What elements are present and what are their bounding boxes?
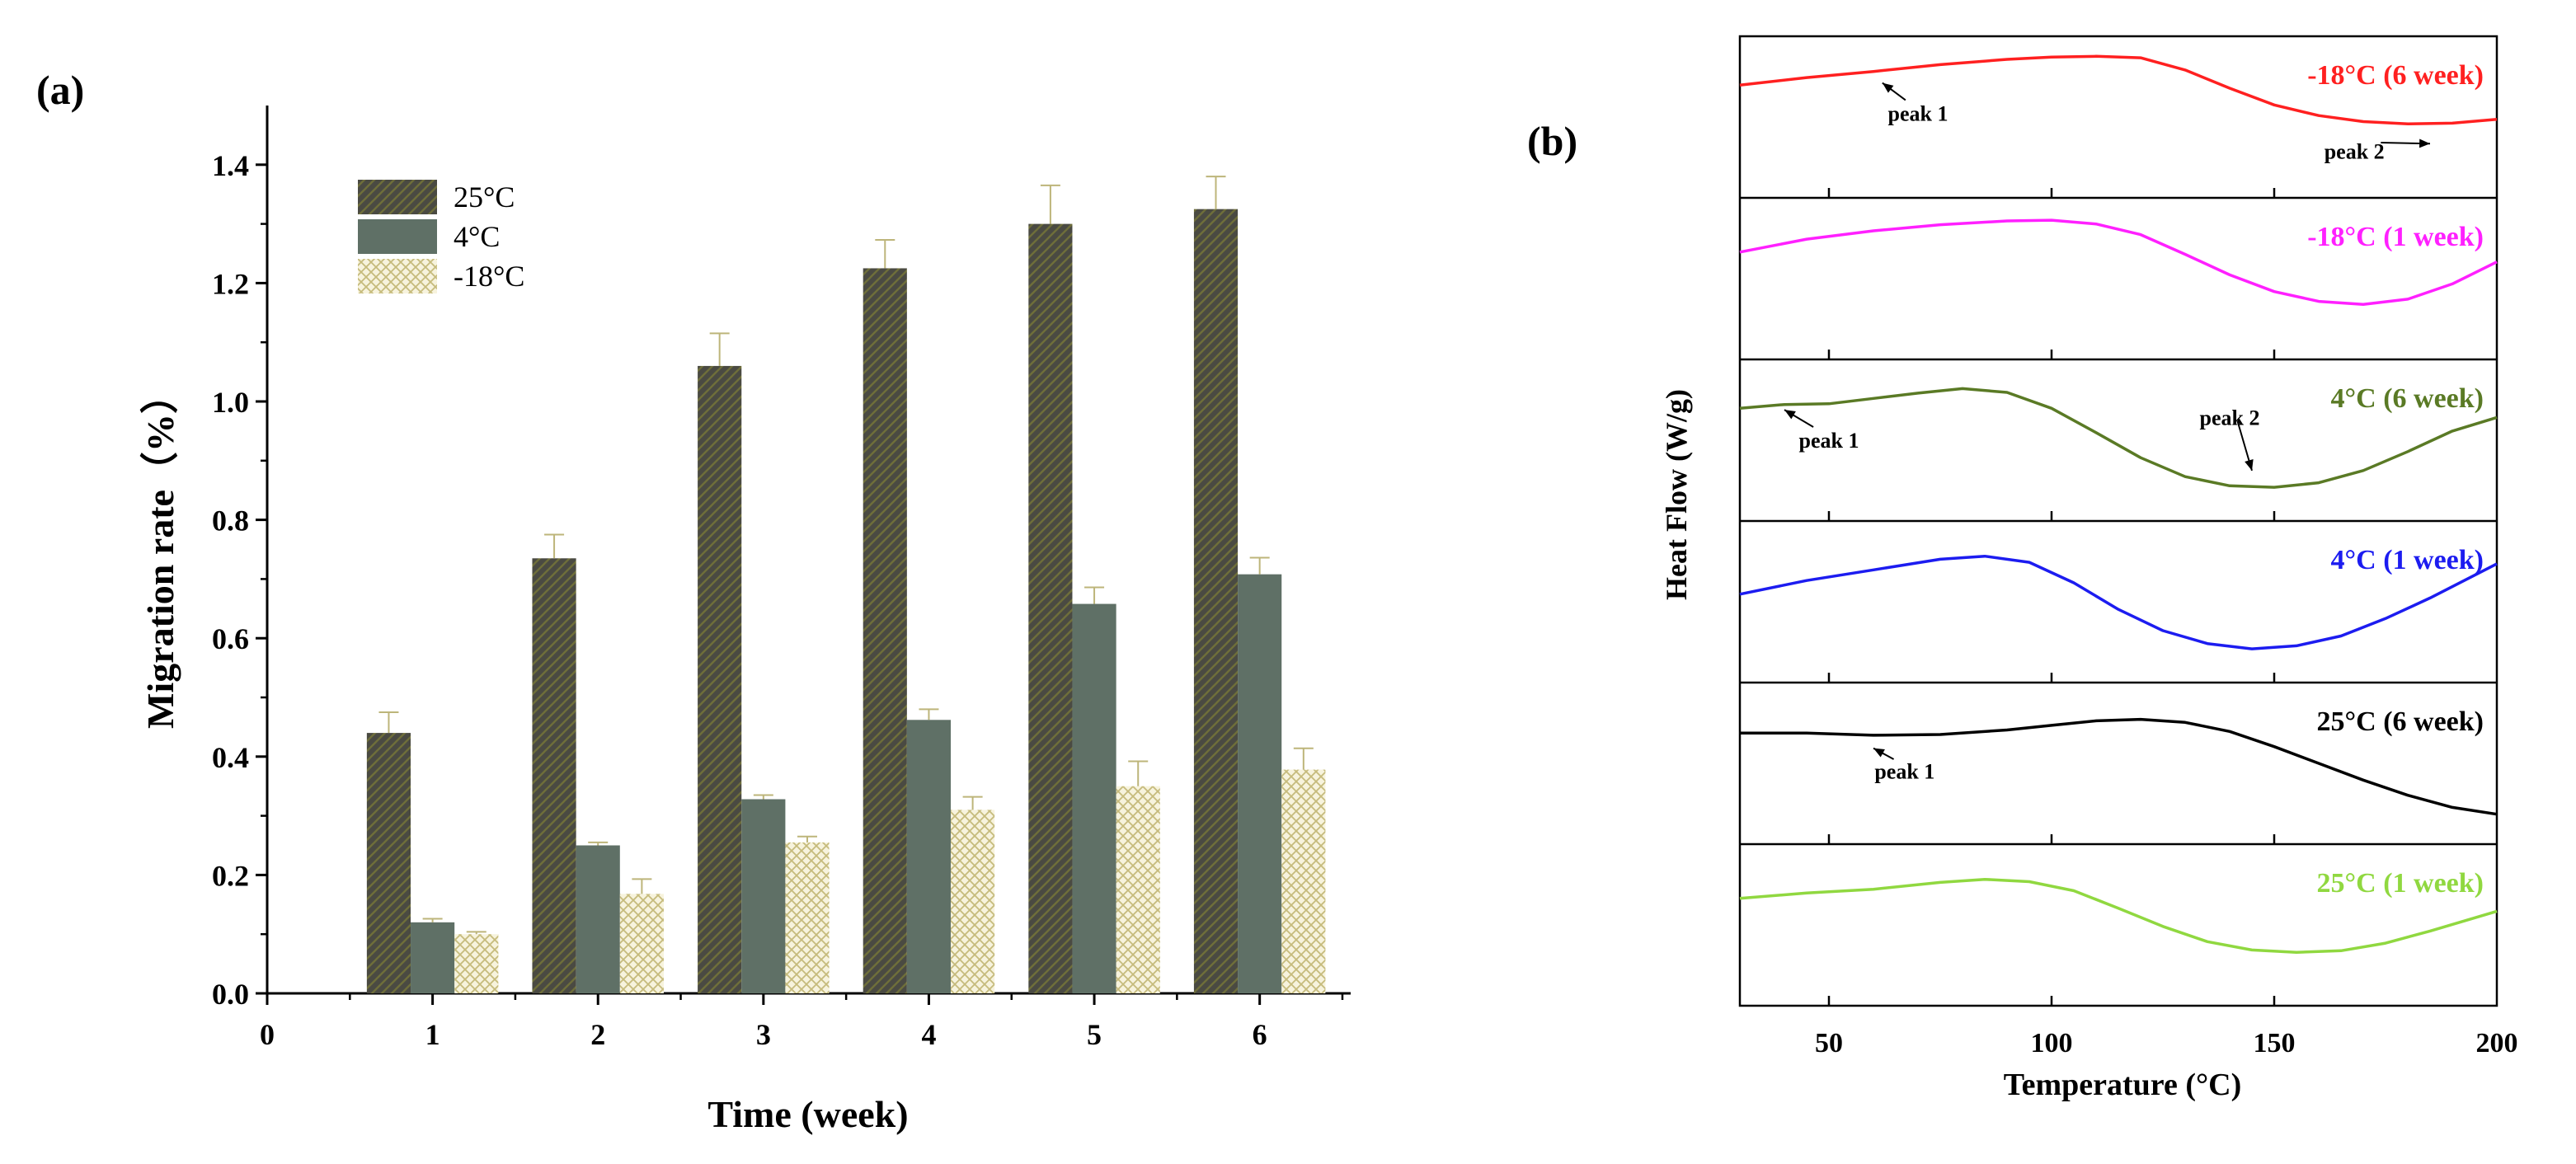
annotation-arrow-head <box>2419 138 2430 148</box>
peak-annotation: peak 1 <box>1799 429 1859 453</box>
bar <box>1281 769 1326 993</box>
dsc-chart-axes <box>1738 35 2498 1007</box>
panel-b-label: (b) <box>1527 118 1577 164</box>
dsc-chart-ylabel: Heat Flow (W/g) <box>1660 389 1693 600</box>
dsc-chart-curves: -18°C (6 week) peak 1 peak 2 -18°C (1 week)… <box>1739 54 2498 954</box>
x-tick-label: 4 <box>921 1018 936 1051</box>
bar <box>1028 223 1073 994</box>
y-tick-label: 1.0 <box>212 386 249 419</box>
x-tick-label: 150 <box>2254 1028 2296 1058</box>
bar <box>366 733 411 993</box>
annotation-arrow-head <box>1882 82 1894 93</box>
x-tick-label: 5 <box>1087 1018 1102 1051</box>
y-tick-label: 0.4 <box>212 741 249 774</box>
bar <box>532 558 576 993</box>
panel-a-label: (a) <box>36 67 84 113</box>
dsc-curve <box>1739 54 2498 126</box>
peak-annotation: peak 2 <box>2325 140 2385 164</box>
bar <box>698 365 742 993</box>
bar <box>576 845 620 993</box>
bar-chart-xlabel: Time (week) <box>707 1093 908 1135</box>
bar <box>619 894 664 993</box>
bar <box>741 799 786 993</box>
peak-annotation: peak 2 <box>2200 406 2260 430</box>
bar-chart-bars <box>366 176 1326 994</box>
x-tick-label: 3 <box>756 1018 771 1051</box>
x-tick-label: 100 <box>2031 1028 2073 1058</box>
legend-swatch <box>358 219 437 254</box>
bar <box>411 922 455 993</box>
legend-swatch <box>358 180 437 214</box>
bar <box>1193 209 1239 993</box>
dsc-curve <box>1740 717 2498 816</box>
dsc-curve <box>1739 877 2498 954</box>
x-tick-label: 2 <box>590 1018 605 1051</box>
bar <box>906 720 952 993</box>
dsc-chart-xlabel: Temperature (°C) <box>2004 1068 2242 1102</box>
dsc-curve <box>1739 218 2498 307</box>
curve-label: -18°C (6 week) <box>2307 60 2484 91</box>
y-tick-label: 1.4 <box>212 149 249 182</box>
curve-label: 4°C (6 week) <box>2331 383 2484 414</box>
bar-chart-ticks: 0.0 0.2 0.4 0.6 0.8 1.0 1.2 1.4 0 1 2 3 4 5 6 <box>212 149 1344 1051</box>
y-tick-label: 0.6 <box>212 622 249 655</box>
legend-swatch <box>358 259 437 293</box>
bar <box>785 842 830 993</box>
x-tick-label: 1 <box>425 1018 440 1051</box>
x-tick-label: 0 <box>260 1018 275 1051</box>
annotation-arrow-head <box>1784 410 1796 420</box>
y-tick-label: 0.2 <box>212 859 249 892</box>
dsc-curve <box>1739 387 2498 489</box>
y-tick-label: 0.0 <box>212 978 249 1011</box>
x-tick-label: 200 <box>2476 1028 2518 1058</box>
bar <box>1238 574 1282 993</box>
bar-chart-ylabel: Migration rate（%） <box>139 376 181 729</box>
curve-label: 25°C (1 week) <box>2317 868 2484 899</box>
curve-label: 25°C (6 week) <box>2317 706 2484 737</box>
bar <box>454 934 499 993</box>
legend-label: -18°C <box>454 260 524 293</box>
bar <box>951 810 995 993</box>
peak-annotation: peak 1 <box>1874 759 1934 783</box>
bar <box>1116 786 1160 993</box>
dsc-chart-ticks: 50 100 150 200 <box>1815 188 2518 1058</box>
y-tick-label: 1.2 <box>212 267 249 300</box>
dsc-curve <box>1739 554 2498 650</box>
legend-label: 4°C <box>454 220 500 253</box>
legend-label: 25°C <box>454 181 515 214</box>
peak-annotation: peak 1 <box>1888 102 1948 126</box>
bar <box>1072 603 1116 993</box>
y-tick-label: 0.8 <box>212 505 249 537</box>
annotation-arrow-head <box>2245 458 2254 471</box>
curve-label: -18°C (1 week) <box>2307 222 2484 252</box>
x-tick-label: 6 <box>1253 1018 1267 1051</box>
annotation-arrow-head <box>1873 748 1885 758</box>
bar-chart-legend: 25°C 4°C -18°C <box>358 180 524 293</box>
x-tick-label: 50 <box>1815 1028 1843 1058</box>
curve-label: 4°C (1 week) <box>2331 545 2484 575</box>
bar <box>863 268 907 993</box>
